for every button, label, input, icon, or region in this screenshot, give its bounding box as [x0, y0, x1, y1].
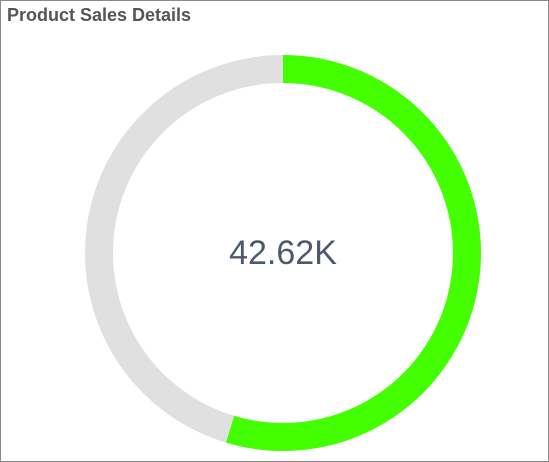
value-label: 42.62K	[229, 234, 337, 272]
chart-title: Product Sales Details	[7, 5, 192, 25]
gauge-arc	[226, 55, 481, 451]
